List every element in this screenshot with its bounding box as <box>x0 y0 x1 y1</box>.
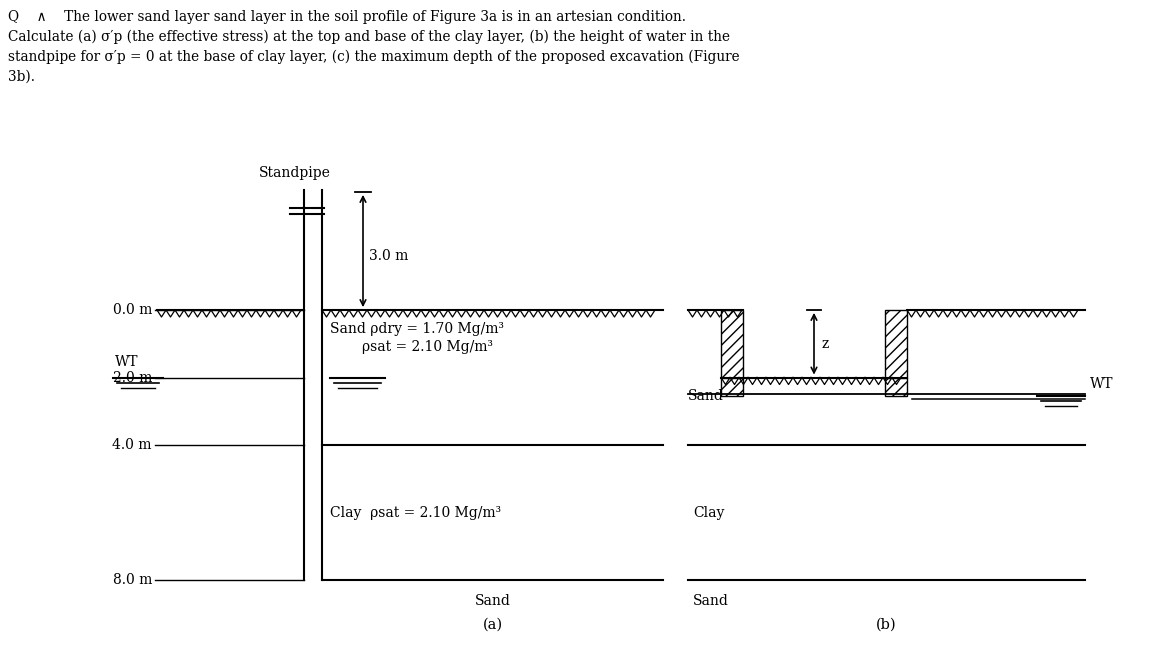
Text: Q    ∧    The lower sand layer sand layer in the soil profile of Figure 3a is in: Q ∧ The lower sand layer sand layer in t… <box>8 10 686 24</box>
Text: WT: WT <box>115 355 138 368</box>
Text: Calculate (a) σ′p (the effective stress) at the top and base of the clay layer, : Calculate (a) σ′p (the effective stress)… <box>8 30 730 44</box>
Text: standpipe for σ′p = 0 at the base of clay layer, (c) the maximum depth of the pr: standpipe for σ′p = 0 at the base of cla… <box>8 50 739 65</box>
Text: Clay: Clay <box>693 505 724 520</box>
Text: Sand: Sand <box>693 594 729 608</box>
Text: 3.0 m: 3.0 m <box>369 249 408 263</box>
Text: (b): (b) <box>876 618 897 632</box>
Text: Clay  ρsat = 2.10 Mg/m³: Clay ρsat = 2.10 Mg/m³ <box>330 505 501 520</box>
Text: 0.0 m: 0.0 m <box>112 303 152 317</box>
Text: 4.0 m: 4.0 m <box>112 438 152 452</box>
Text: Sand ρdry = 1.70 Mg/m³: Sand ρdry = 1.70 Mg/m³ <box>330 322 504 336</box>
Bar <box>885 378 907 396</box>
Text: Sand: Sand <box>688 389 724 404</box>
Text: 8.0 m: 8.0 m <box>112 573 152 587</box>
Text: ρsat = 2.10 Mg/m³: ρsat = 2.10 Mg/m³ <box>362 340 493 354</box>
Text: z: z <box>823 336 830 351</box>
Bar <box>721 310 743 378</box>
Text: Standpipe: Standpipe <box>259 166 331 180</box>
Text: (a): (a) <box>482 618 503 632</box>
Text: 3b).: 3b). <box>8 70 35 84</box>
Text: 2.0 m: 2.0 m <box>112 370 152 385</box>
Bar <box>885 310 907 378</box>
Text: Sand: Sand <box>475 594 510 608</box>
Text: WT: WT <box>1090 378 1114 391</box>
Bar <box>721 378 743 396</box>
